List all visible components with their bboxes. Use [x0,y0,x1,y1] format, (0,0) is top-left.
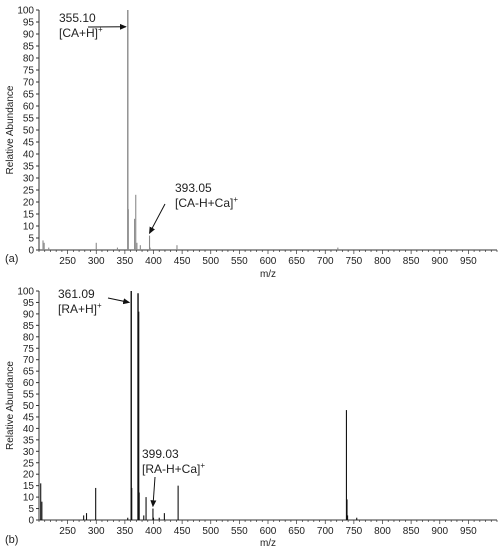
x-tick-label: 700 [317,526,334,537]
y-tick-label: 60 [23,102,35,113]
y-tick-label: 15 [23,210,35,221]
x-tick-label: 250 [59,256,76,267]
x-tick-label: 900 [431,256,448,267]
y-tick-label: 50 [23,401,35,412]
ion-charge: + [200,461,205,470]
y-tick-label: 5 [28,234,34,245]
y-tick-label: 35 [23,435,35,446]
y-tick-label: 65 [23,367,35,378]
x-tick-label: 500 [202,526,219,537]
y-tick-label: 50 [23,126,35,137]
x-tick-label: 300 [88,256,105,267]
y-tick-label: 30 [23,447,35,458]
x-tick-label: 650 [288,526,305,537]
peak-ion-label: [RA-H+Ca]+ [142,461,205,476]
y-tick-label: 25 [23,186,35,197]
y-tick-label: 100 [17,287,34,298]
y-tick-label: 0 [28,246,34,257]
y-tick-label: 70 [23,355,35,366]
spectrum-panel-b: 0510152025303540455055606570758085909510… [5,287,497,550]
y-tick-label: 25 [23,458,35,469]
y-tick-label: 95 [23,18,35,29]
y-tick-label: 30 [23,174,35,185]
y-tick-label: 5 [28,504,34,515]
annotation-arrow [108,298,129,302]
ion-formula: [RA+H] [58,302,97,316]
x-tick-label: 400 [145,256,162,267]
y-tick-label: 100 [17,6,34,17]
peak-mz-label: 361.09 [58,287,95,301]
y-tick-label: 80 [23,332,35,343]
x-tick-label: 950 [460,526,477,537]
x-tick-label: 550 [231,256,248,267]
ion-formula: [RA-H+Ca] [142,462,200,476]
y-tick-label: 85 [23,321,35,332]
y-tick-label: 45 [23,138,35,149]
x-axis-title: m/z [260,538,276,549]
x-tick-label: 450 [174,526,191,537]
x-tick-label: 350 [117,256,134,267]
y-tick-label: 40 [23,150,35,161]
y-tick-label: 40 [23,424,35,435]
y-tick-label: 85 [23,42,35,53]
y-tick-label: 20 [23,198,35,209]
x-tick-label: 500 [202,256,219,267]
x-tick-label: 300 [88,526,105,537]
peak-ion-label: [RA+H]+ [58,301,102,316]
y-tick-label: 80 [23,54,35,65]
spectrum-panel-a: 0510152025303540455055606570758085909510… [5,6,497,281]
x-tick-label: 600 [260,256,277,267]
peak-ion-label: [CA-H+Ca]+ [175,195,238,210]
y-tick-label: 0 [28,516,34,527]
y-tick-label: 70 [23,78,35,89]
y-tick-label: 90 [23,30,35,41]
y-tick-label: 55 [23,390,35,401]
ion-charge: + [98,25,103,34]
x-tick-label: 600 [260,526,277,537]
y-tick-label: 90 [23,309,35,320]
x-tick-label: 700 [317,256,334,267]
x-tick-label: 850 [403,526,420,537]
peak-mz-label: 393.05 [175,181,212,195]
y-tick-label: 45 [23,412,35,423]
y-tick-label: 65 [23,90,35,101]
x-tick-label: 250 [59,526,76,537]
x-axis-title: m/z [260,269,276,280]
ion-formula: [CA-H+Ca] [175,196,233,210]
y-tick-label: 55 [23,114,35,125]
y-tick-label: 15 [23,481,35,492]
panel-label: (a) [5,253,18,265]
x-tick-label: 750 [346,256,363,267]
x-tick-label: 800 [374,256,391,267]
panel-label: (b) [5,534,18,546]
x-tick-label: 400 [145,526,162,537]
annotation-arrow [150,204,165,233]
y-tick-label: 95 [23,298,35,309]
y-axis-title: Relative Abundance [5,85,16,174]
x-tick-label: 950 [460,256,477,267]
x-tick-label: 850 [403,256,420,267]
y-tick-label: 10 [23,493,35,504]
y-tick-label: 75 [23,66,35,77]
ion-formula: [CA+H] [59,26,98,40]
y-tick-label: 60 [23,378,35,389]
ion-charge: + [97,301,102,310]
y-tick-label: 35 [23,162,35,173]
x-tick-label: 900 [431,526,448,537]
x-tick-label: 550 [231,526,248,537]
y-tick-label: 75 [23,344,35,355]
x-tick-label: 650 [288,256,305,267]
ion-charge: + [233,195,238,204]
x-tick-label: 350 [117,526,134,537]
x-tick-label: 750 [346,526,363,537]
x-tick-label: 800 [374,526,391,537]
annotation-arrow [153,477,155,506]
y-axis-title: Relative Abundance [5,361,16,450]
peak-mz-label: 355.10 [59,11,96,25]
x-tick-label: 450 [174,256,191,267]
y-tick-label: 10 [23,222,35,233]
peak-mz-label: 399.03 [142,447,179,461]
y-tick-label: 20 [23,470,35,481]
